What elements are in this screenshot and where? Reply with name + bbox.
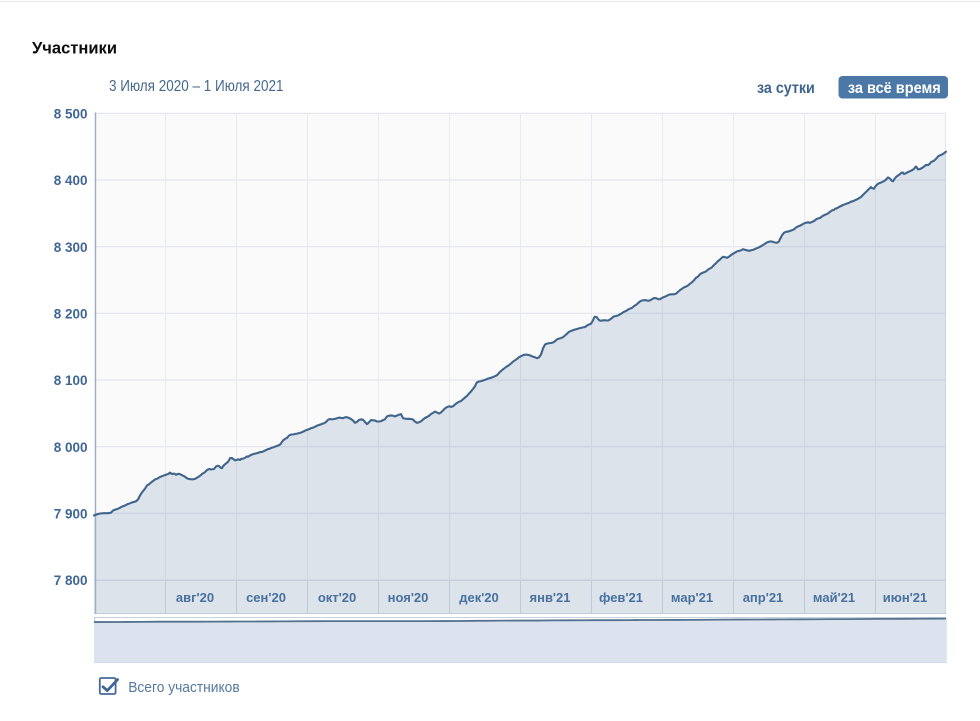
svg-text:7 900: 7 900 — [54, 506, 88, 521]
svg-text:окт'20: окт'20 — [318, 590, 356, 605]
svg-text:май'21: май'21 — [813, 590, 855, 605]
svg-text:сен'20: сен'20 — [246, 590, 286, 605]
svg-text:8 400: 8 400 — [54, 173, 88, 188]
svg-text:Всего участников: Всего участников — [128, 679, 240, 696]
svg-text:7 800: 7 800 — [54, 573, 88, 588]
svg-text:ноя'20: ноя'20 — [388, 590, 429, 605]
svg-text:янв'21: янв'21 — [530, 590, 571, 605]
svg-text:мар'21: мар'21 — [671, 590, 713, 605]
svg-text:за сутки: за сутки — [757, 80, 815, 97]
svg-text:8 000: 8 000 — [54, 440, 88, 455]
svg-text:3 Июля 2020 – 1 Июля 2021: 3 Июля 2020 – 1 Июля 2021 — [109, 78, 284, 95]
svg-text:8 200: 8 200 — [54, 306, 88, 321]
svg-text:за всё время: за всё время — [848, 80, 941, 97]
svg-text:апр'21: апр'21 — [743, 590, 784, 605]
svg-text:дек'20: дек'20 — [459, 590, 499, 605]
svg-text:8 300: 8 300 — [54, 240, 88, 255]
svg-text:фев'21: фев'21 — [599, 590, 643, 605]
svg-text:июн'21: июн'21 — [883, 590, 928, 605]
svg-text:Участники: Участники — [32, 39, 117, 58]
svg-text:8 100: 8 100 — [54, 373, 88, 388]
svg-text:8 500: 8 500 — [54, 106, 88, 121]
svg-text:авг'20: авг'20 — [176, 590, 214, 605]
